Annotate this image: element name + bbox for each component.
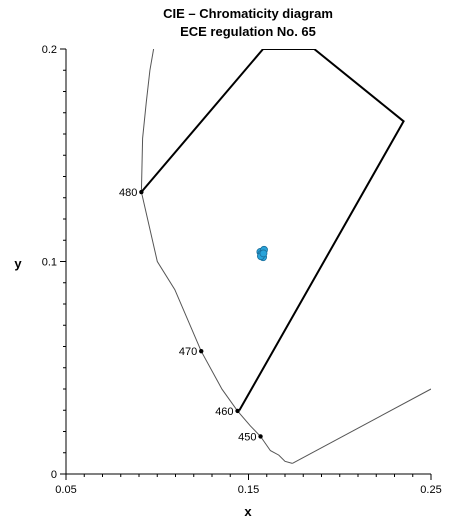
y-tick-label: 0.1	[42, 257, 57, 269]
wavelength-label-480: 480	[119, 187, 137, 199]
plot-inner	[140, 49, 431, 464]
wavelength-label-460: 460	[215, 406, 233, 418]
x-axis-title: x	[244, 504, 252, 519]
purple-line	[292, 388, 431, 464]
wavelength-label-470: 470	[179, 346, 197, 358]
x-tick-label: 0.15	[238, 484, 259, 496]
wavelength-label-450: 450	[238, 431, 256, 443]
y-axis-title: y	[14, 256, 22, 271]
x-tick-label: 0.25	[420, 484, 441, 496]
wavelength-marker-480	[139, 189, 144, 195]
wavelength-marker-450	[258, 434, 263, 439]
chart-title: CIE – Chromaticity diagram	[163, 6, 333, 21]
axes: 0 0.1 0.2 0.05 0.15 0.25	[42, 44, 442, 496]
wavelength-marker-460	[235, 408, 240, 414]
y-tick-label: 0	[51, 469, 57, 481]
data-point-5	[259, 249, 268, 258]
x-tick-label: 0.05	[55, 484, 76, 496]
y-tick-label: 0.2	[42, 44, 57, 56]
chart-subtitle: ECE regulation No. 65	[180, 24, 316, 39]
region-boundary-line	[140, 49, 405, 411]
plot-area: 480 470 460 450	[119, 49, 431, 464]
wavelength-marker-470	[199, 348, 204, 354]
spectral-locus-line	[140, 49, 293, 464]
